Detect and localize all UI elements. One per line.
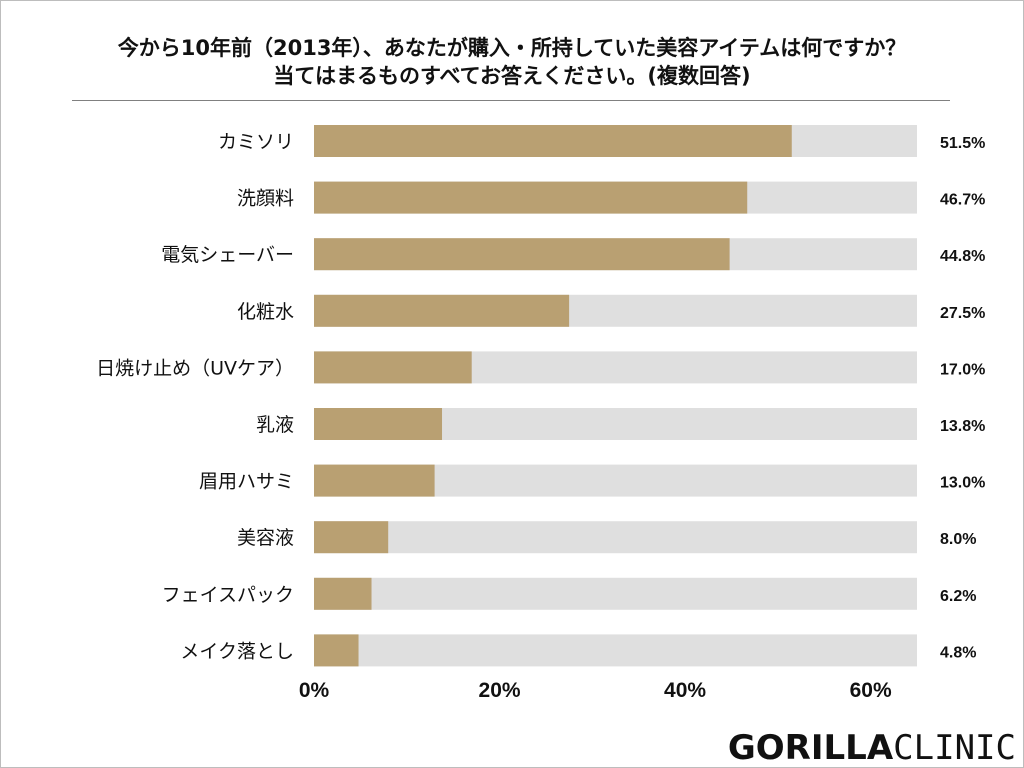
- logo-light-text: CLINIC: [893, 728, 1016, 768]
- data-label: 6.2%: [940, 588, 976, 605]
- category-label: 電気シェーバー: [161, 244, 294, 266]
- data-label: 27.5%: [940, 305, 985, 322]
- category-label: 洗顔料: [237, 188, 294, 210]
- data-label: 4.8%: [940, 644, 976, 661]
- category-label: 乳液: [256, 414, 294, 436]
- data-label: 51.5%: [940, 135, 985, 152]
- data-label: 46.7%: [940, 192, 985, 209]
- data-label: 44.8%: [940, 248, 985, 265]
- data-label: 17.0%: [940, 361, 985, 378]
- bar: [314, 521, 389, 554]
- gorilla-clinic-logo: GORILLACLINIC: [728, 728, 1016, 768]
- chart-title: 今から10年前（2013年）、あなたが購入・所持していた美容アイテムは何ですか？…: [20, 34, 1004, 90]
- category-label: フェイスパック: [162, 584, 294, 606]
- data-label: 13.0%: [940, 475, 985, 492]
- bar-track: [314, 634, 917, 667]
- x-tick-label: 40%: [664, 679, 706, 702]
- category-label: 化粧水: [237, 301, 294, 323]
- data-label: 13.8%: [940, 418, 985, 435]
- bar: [314, 408, 443, 440]
- bar: [314, 351, 472, 384]
- bar: [314, 294, 570, 327]
- category-label: 美容液: [237, 527, 294, 549]
- x-tick-label: 20%: [479, 679, 521, 702]
- category-label: 日焼け止め（UVケア）: [96, 357, 294, 379]
- category-label: 眉用ハサミ: [199, 471, 294, 493]
- bar: [314, 238, 730, 271]
- bar: [314, 634, 359, 667]
- chart-title-line-1: 今から10年前（2013年）、あなたが購入・所持していた美容アイテムは何ですか？: [117, 36, 907, 60]
- logo-bold-text: GORILLA: [727, 728, 894, 768]
- bar: [314, 125, 792, 157]
- bar-track: [314, 521, 917, 554]
- bar-track: [314, 577, 917, 610]
- x-tick-label: 0%: [299, 679, 330, 702]
- data-label: 8.0%: [940, 531, 976, 548]
- chart-title-line-2: 当てはまるものすべてお答えください。(複数回答): [273, 64, 751, 88]
- x-tick-label: 60%: [850, 679, 892, 702]
- category-label: カミソリ: [218, 131, 294, 153]
- bar: [314, 577, 372, 610]
- bar: [314, 464, 435, 497]
- title-divider: [72, 100, 950, 101]
- category-label: メイク落とし: [180, 640, 294, 662]
- bar: [314, 181, 748, 214]
